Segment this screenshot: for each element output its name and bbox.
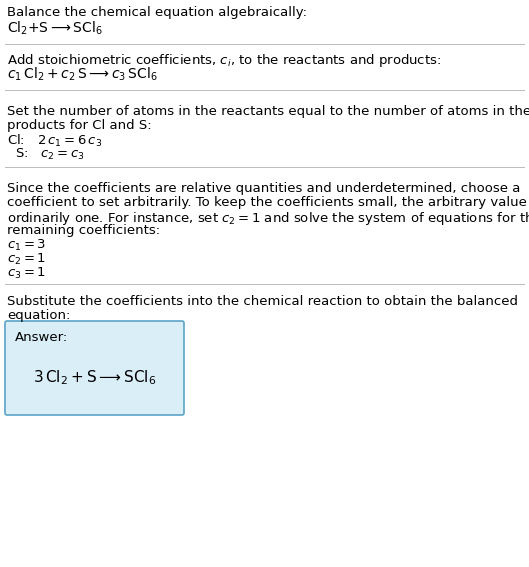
Text: $c_2 = 1$: $c_2 = 1$ <box>7 252 46 267</box>
Text: $c_1\,\mathrm{Cl_2} + c_2\,\mathrm{S} \longrightarrow c_3\,\mathrm{SCl_6}$: $c_1\,\mathrm{Cl_2} + c_2\,\mathrm{S} \l… <box>7 66 158 83</box>
FancyBboxPatch shape <box>5 321 184 415</box>
Text: Add stoichiometric coefficients, $c_i$, to the reactants and products:: Add stoichiometric coefficients, $c_i$, … <box>7 52 441 69</box>
Text: ordinarily one. For instance, set $c_2 = 1$ and solve the system of equations fo: ordinarily one. For instance, set $c_2 =… <box>7 210 529 227</box>
Text: $3\,\mathrm{Cl_2} + \mathrm{S} \longrightarrow \mathrm{SCl_6}$: $3\,\mathrm{Cl_2} + \mathrm{S} \longrigh… <box>33 369 156 387</box>
Text: products for Cl and S:: products for Cl and S: <box>7 119 152 132</box>
Text: Since the coefficients are relative quantities and underdetermined, choose a: Since the coefficients are relative quan… <box>7 182 521 195</box>
Text: Balance the chemical equation algebraically:: Balance the chemical equation algebraica… <box>7 6 307 19</box>
Text: remaining coefficients:: remaining coefficients: <box>7 224 160 237</box>
Text: S:   $c_2 = c_3$: S: $c_2 = c_3$ <box>15 147 85 162</box>
Text: $c_1 = 3$: $c_1 = 3$ <box>7 238 46 253</box>
Text: Cl:   $2\,c_1 = 6\,c_3$: Cl: $2\,c_1 = 6\,c_3$ <box>7 133 103 149</box>
Text: equation:: equation: <box>7 309 70 322</box>
Text: $c_3 = 1$: $c_3 = 1$ <box>7 266 46 281</box>
Text: Answer:: Answer: <box>15 331 68 344</box>
Text: coefficient to set arbitrarily. To keep the coefficients small, the arbitrary va: coefficient to set arbitrarily. To keep … <box>7 196 529 209</box>
Text: Set the number of atoms in the reactants equal to the number of atoms in the: Set the number of atoms in the reactants… <box>7 105 529 118</box>
Text: $\mathrm{Cl_2}$$ + \mathrm{S} \longrightarrow \mathrm{SCl_6}$: $\mathrm{Cl_2}$$ + \mathrm{S} \longright… <box>7 20 103 37</box>
Text: Substitute the coefficients into the chemical reaction to obtain the balanced: Substitute the coefficients into the che… <box>7 295 518 308</box>
